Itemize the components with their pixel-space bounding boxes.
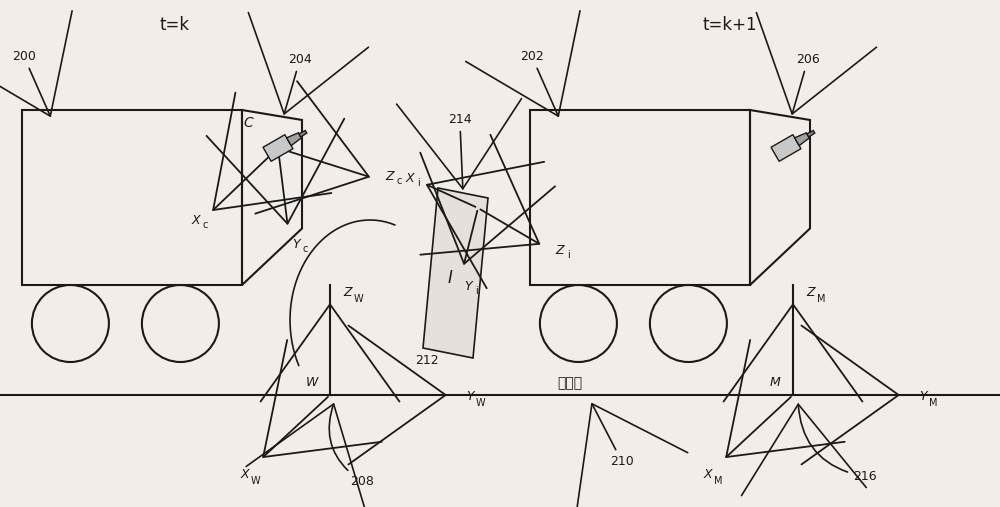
Text: Y: Y xyxy=(292,237,300,250)
Polygon shape xyxy=(263,135,293,161)
Text: X: X xyxy=(406,171,414,185)
Text: 地平面: 地平面 xyxy=(557,376,583,390)
Text: Z: Z xyxy=(556,243,564,257)
Text: W: W xyxy=(250,476,260,486)
Text: I: I xyxy=(448,269,452,287)
Text: Z: Z xyxy=(386,169,394,183)
Text: M: M xyxy=(770,377,780,389)
Text: 204: 204 xyxy=(248,13,368,114)
Text: M: M xyxy=(817,294,825,304)
Text: X: X xyxy=(192,213,200,227)
Text: C: C xyxy=(243,116,253,130)
Text: Z: Z xyxy=(807,286,815,300)
Text: 214: 214 xyxy=(397,99,521,189)
Text: 208: 208 xyxy=(246,404,374,507)
Text: Z: Z xyxy=(344,286,352,300)
Polygon shape xyxy=(287,133,301,146)
Text: W: W xyxy=(306,377,318,389)
Text: c: c xyxy=(302,244,308,254)
Text: 206: 206 xyxy=(756,13,876,114)
Polygon shape xyxy=(771,135,801,161)
Text: M: M xyxy=(929,398,937,408)
Text: W: W xyxy=(353,294,363,304)
Text: i: i xyxy=(418,178,420,188)
Text: 216: 216 xyxy=(742,404,877,495)
Text: 212: 212 xyxy=(415,353,439,367)
Text: 202: 202 xyxy=(466,11,580,116)
Polygon shape xyxy=(807,130,815,137)
Text: Y: Y xyxy=(919,390,927,404)
Polygon shape xyxy=(423,188,488,358)
Text: 200: 200 xyxy=(0,11,72,116)
Text: 210: 210 xyxy=(577,404,688,507)
Polygon shape xyxy=(795,133,809,146)
Text: Y: Y xyxy=(464,279,472,293)
Text: c: c xyxy=(396,176,402,186)
Text: i: i xyxy=(476,286,478,296)
Text: t=k+1: t=k+1 xyxy=(703,16,757,34)
Text: i: i xyxy=(568,250,570,260)
Text: M: M xyxy=(714,476,722,486)
Text: Y: Y xyxy=(466,390,474,404)
Text: X: X xyxy=(241,468,249,482)
Text: X: X xyxy=(704,468,712,482)
Text: t=k: t=k xyxy=(160,16,190,34)
Text: W: W xyxy=(475,398,485,408)
Text: c: c xyxy=(202,220,208,230)
Polygon shape xyxy=(299,130,307,137)
